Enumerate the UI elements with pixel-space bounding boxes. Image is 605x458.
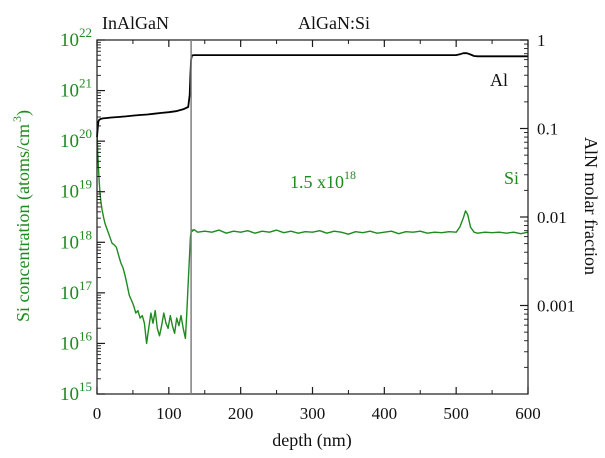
x-tick-label: 500 — [443, 404, 469, 423]
left-tick-exponent: 16 — [79, 328, 93, 343]
right-tick-label: 0.001 — [537, 297, 575, 316]
left-tick-label: 1022 — [60, 25, 92, 51]
left-tick-exponent: 22 — [79, 25, 92, 40]
x-axis-title: depth (nm) — [272, 430, 351, 451]
annotation-si-level-exp: 18 — [344, 168, 356, 182]
region-label-algan-si: AlGaN:Si — [298, 13, 370, 33]
left-axis-title-sup: 3 — [10, 116, 24, 122]
series-line-si — [96, 130, 529, 345]
region-label-inalgan: InAlGaN — [102, 13, 169, 33]
left-tick-base: 10 — [60, 182, 79, 203]
left-tick-label: 1019 — [60, 177, 92, 203]
right-axis-title: AlN molar fraction — [581, 137, 601, 275]
annotation-si-level: 1.5 x1018 — [290, 168, 356, 192]
series-line-al — [96, 52, 528, 138]
x-axis-ticks: 0 100 200 300 400 500 600 — [93, 40, 541, 423]
left-tick-exponent: 21 — [79, 76, 92, 91]
left-axis-title: Si concentration (atoms/cm 3) — [10, 110, 34, 322]
left-tick-exponent: 15 — [79, 379, 92, 394]
annotation-si-level-base: 1.5 x10 — [290, 172, 344, 192]
left-tick-exponent: 17 — [79, 278, 93, 293]
x-tick-label: 200 — [228, 404, 254, 423]
left-tick-exponent: 19 — [79, 177, 92, 192]
left-tick-exponent: 18 — [79, 227, 92, 242]
plot-area — [96, 52, 529, 345]
left-tick-label: 1018 — [60, 227, 92, 253]
left-tick-base: 10 — [60, 81, 79, 102]
left-axis-title-main: Si concentration (atoms/cm — [13, 124, 34, 322]
right-tick-label: 0.01 — [537, 208, 567, 227]
region-labels: InAlGaN AlGaN:Si — [102, 13, 370, 33]
right-tick-label: 1 — [537, 31, 546, 50]
left-tick-base: 10 — [60, 384, 79, 405]
left-axis-title-close: ) — [13, 110, 34, 116]
x-tick-label: 600 — [515, 404, 541, 423]
left-tick-base: 10 — [60, 232, 79, 253]
left-tick-base: 10 — [60, 131, 79, 152]
x-tick-label: 400 — [372, 404, 398, 423]
left-tick-base: 10 — [60, 333, 79, 354]
left-tick-label: 1021 — [60, 76, 92, 102]
x-tick-label: 100 — [156, 404, 182, 423]
right-tick-label: 0.1 — [537, 120, 558, 139]
left-tick-label: 1016 — [60, 328, 93, 354]
left-tick-base: 10 — [60, 30, 79, 51]
x-tick-label: 300 — [300, 404, 326, 423]
left-tick-label: 1017 — [60, 278, 93, 304]
annotation-si: Si — [504, 168, 519, 188]
left-tick-exponent: 20 — [79, 126, 92, 141]
annotations: Al Si 1.5 x1018 — [290, 70, 519, 192]
left-tick-label: 1020 — [60, 126, 92, 152]
right-axis-ticks: 1 0.1 0.01 0.001 — [520, 31, 575, 368]
annotation-al: Al — [490, 70, 508, 90]
x-tick-label: 0 — [93, 404, 102, 423]
left-tick-base: 10 — [60, 283, 79, 304]
left-tick-label: 1015 — [60, 379, 92, 405]
